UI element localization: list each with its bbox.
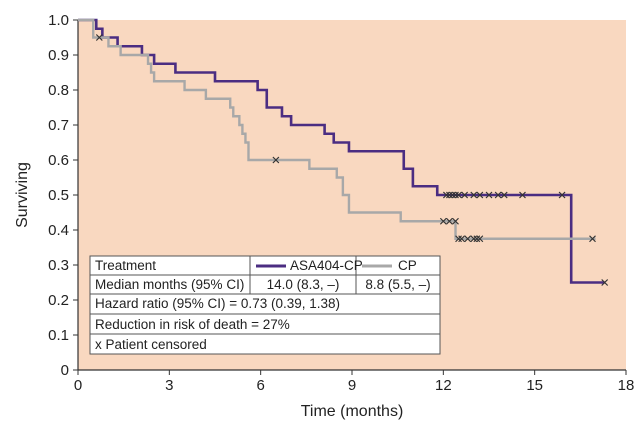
censor-mark bbox=[464, 235, 472, 243]
censor-mark bbox=[95, 34, 103, 41]
legend-label-cp: CP bbox=[398, 258, 417, 273]
censor-mark bbox=[601, 279, 609, 286]
y-tick-label: 0.7 bbox=[48, 117, 69, 134]
table-hazard-ratio: Hazard ratio (95% CI) = 0.73 (0.39, 1.38… bbox=[95, 296, 340, 311]
censor-mark bbox=[558, 191, 566, 199]
survival-curve bbox=[78, 18, 596, 240]
censor-mark bbox=[500, 191, 508, 199]
censor-mark bbox=[452, 191, 459, 199]
x-tick-label: 3 bbox=[165, 377, 173, 394]
censor-mark bbox=[470, 191, 478, 199]
table-censored-note: x Patient censored bbox=[95, 337, 207, 352]
censor-mark bbox=[458, 235, 466, 243]
y-tick-label: 0.1 bbox=[48, 327, 69, 344]
censor-mark bbox=[494, 191, 502, 199]
censor-mark bbox=[519, 191, 526, 199]
series-cp bbox=[78, 18, 596, 243]
censor-mark bbox=[589, 235, 596, 243]
legend-label-asa404-cp: ASA404-CP bbox=[290, 258, 363, 273]
tick-marks: 0 0.1 0.2 0.3 0.4 0.5 0.6 0.7 0.8 0.9 1.0 0 3 6 9 12 15 1… bbox=[48, 12, 634, 394]
table-frame bbox=[89, 255, 441, 355]
x-tick-label: 12 bbox=[435, 377, 452, 394]
x-tick-label: 6 bbox=[256, 377, 264, 394]
censor-mark bbox=[455, 235, 462, 243]
series-layer bbox=[78, 18, 609, 286]
table-risk-reduction: Reduction in risk of death = 27% bbox=[95, 317, 290, 332]
table-median-cp: 8.8 (5.5, –) bbox=[365, 277, 430, 292]
censor-mark bbox=[470, 235, 478, 243]
censor-mark bbox=[476, 191, 484, 199]
y-tick-label: 0.9 bbox=[48, 47, 69, 64]
censor-mark bbox=[445, 217, 453, 225]
censor-mark bbox=[439, 217, 447, 225]
y-tick-label: 0.4 bbox=[48, 222, 69, 239]
x-tick-label: 0 bbox=[74, 377, 82, 394]
table-median-asa404-cp: 14.0 (8.3, –) bbox=[267, 277, 340, 292]
censor-mark bbox=[455, 191, 462, 199]
x-tick-label: 9 bbox=[348, 377, 356, 394]
censor-mark bbox=[473, 235, 481, 243]
table-median-label: Median months (95% CI) bbox=[95, 277, 244, 292]
y-axis-label: Surviving bbox=[14, 162, 31, 228]
censor-mark bbox=[272, 156, 280, 164]
censor-mark bbox=[461, 191, 469, 199]
y-tick-label: 0.5 bbox=[48, 187, 69, 204]
censor-mark bbox=[449, 191, 456, 199]
legend-table: Treatment ASA404-CP CP Median months (95% C… bbox=[89, 255, 441, 355]
y-tick-label: 1.0 bbox=[48, 12, 69, 29]
censor-mark bbox=[442, 191, 450, 199]
censor-mark bbox=[445, 191, 453, 199]
y-tick-label: 0.8 bbox=[48, 82, 69, 99]
x-tick-label: 15 bbox=[526, 377, 543, 394]
x-tick-label: 18 bbox=[618, 377, 635, 394]
y-tick-label: 0 bbox=[61, 362, 69, 379]
censor-mark bbox=[452, 217, 459, 225]
table-header-treatment: Treatment bbox=[95, 258, 156, 273]
censor-mark bbox=[476, 235, 484, 243]
x-axis-label: Time (months) bbox=[301, 403, 404, 420]
y-tick-label: 0.6 bbox=[48, 152, 69, 169]
y-tick-label: 0.2 bbox=[48, 292, 69, 309]
y-tick-label: 0.3 bbox=[48, 257, 69, 274]
censor-mark bbox=[485, 191, 493, 199]
